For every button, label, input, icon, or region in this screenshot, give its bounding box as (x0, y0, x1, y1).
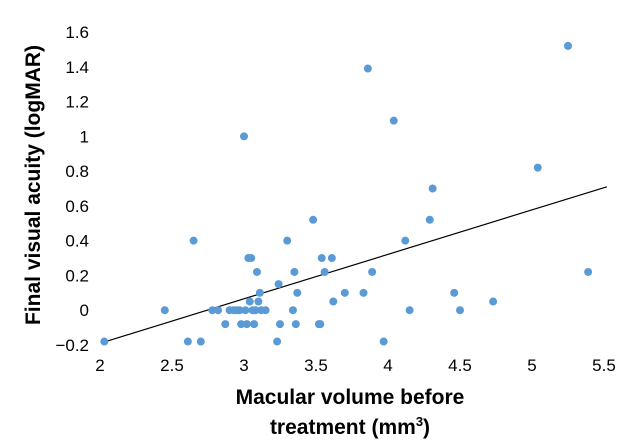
data-points (100, 41, 593, 346)
y-tick-labels: −0.2 0 0.2 0.4 0.6 0.8 1 1.2 1.4 1.6 (55, 23, 89, 355)
data-point (291, 320, 300, 329)
data-point (237, 320, 246, 329)
data-point (363, 64, 372, 73)
data-point (320, 267, 329, 276)
data-point (329, 297, 338, 306)
x-tick-label: 2.5 (160, 356, 184, 375)
data-point (450, 288, 459, 297)
data-point (533, 163, 542, 172)
x-tick-label: 2 (95, 356, 104, 375)
data-point (247, 254, 256, 263)
data-point (359, 288, 368, 297)
data-point (242, 320, 251, 329)
data-point (240, 132, 248, 141)
x-tick-label: 3 (239, 356, 248, 375)
data-point (316, 320, 325, 329)
data-point (401, 236, 410, 245)
data-point (283, 236, 292, 245)
data-point (160, 306, 169, 315)
x-tick-label: 5.5 (592, 356, 616, 375)
data-point (584, 267, 593, 276)
y-tick-label: 0.6 (65, 197, 89, 216)
data-point (252, 267, 261, 276)
data-point (290, 267, 299, 276)
data-point (276, 320, 284, 329)
y-tick-label: 0.8 (65, 162, 89, 181)
data-point (340, 288, 349, 297)
data-point (196, 337, 205, 346)
y-tick-label: 0.2 (65, 266, 89, 285)
y-tick-label: 0.4 (65, 232, 89, 251)
x-axis-label-suffix: ) (423, 416, 431, 439)
y-tick-label: −0.2 (55, 336, 89, 355)
data-point (245, 297, 254, 306)
data-point (183, 337, 192, 346)
x-axis-label: Macular volume before treatment (mm3) (140, 383, 560, 443)
data-point (235, 306, 244, 315)
y-tick-label: 0 (80, 301, 89, 320)
data-point (564, 41, 572, 50)
trendline (105, 186, 608, 343)
data-point (405, 306, 414, 315)
data-point (241, 306, 250, 315)
x-axis-label-line1: Macular volume before (235, 386, 465, 409)
data-point (273, 337, 282, 346)
data-point (261, 306, 270, 315)
data-point (368, 267, 377, 276)
data-point (317, 254, 326, 263)
data-point (327, 254, 336, 263)
x-tick-label: 3.5 (304, 356, 328, 375)
x-tick-label: 4 (383, 356, 392, 375)
data-point (425, 215, 434, 224)
data-point (208, 306, 217, 315)
data-point (456, 306, 464, 315)
data-point (250, 320, 259, 329)
data-point (389, 116, 398, 125)
y-tick-label: 1.6 (65, 23, 89, 42)
data-point (255, 288, 264, 297)
data-point (274, 280, 283, 289)
data-point (428, 184, 437, 193)
y-axis-label: Final visual acuity (logMAR) (22, 45, 45, 325)
data-point (489, 297, 498, 306)
data-point (254, 297, 263, 306)
data-point (189, 236, 198, 245)
data-point (214, 306, 223, 315)
x-axis-label-prefix: treatment (mm (269, 416, 416, 439)
x-axis-label-line2: treatment (mm3) (140, 413, 560, 443)
y-tick-label: 1 (80, 127, 89, 146)
x-tick-label: 4.5 (448, 356, 472, 375)
data-point (379, 337, 388, 346)
data-point (309, 215, 318, 224)
data-point (288, 306, 297, 315)
data-point (100, 337, 109, 346)
data-point (251, 306, 260, 315)
data-point (221, 320, 230, 329)
x-axis-label-superscript: 3 (415, 414, 424, 429)
x-tick-labels: 2 2.5 3 3.5 4 4.5 5 5.5 (95, 356, 616, 375)
data-point (293, 288, 302, 297)
y-tick-label: 1.4 (65, 58, 89, 77)
x-tick-label: 5 (527, 356, 536, 375)
y-tick-label: 1.2 (65, 93, 89, 112)
